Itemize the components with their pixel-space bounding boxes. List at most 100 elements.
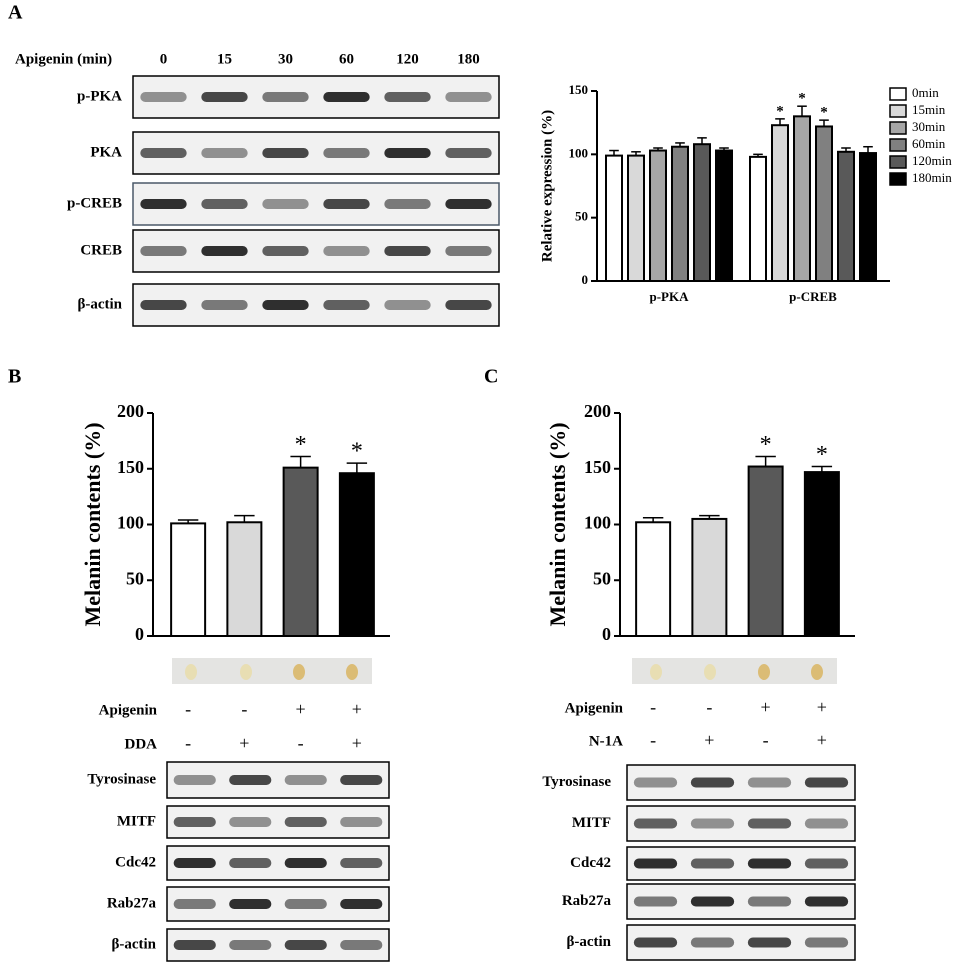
bar [649, 149, 667, 282]
condition-label: N-1A [589, 733, 623, 749]
y-tick-label: 50 [126, 568, 144, 588]
y-tick-label: 50 [593, 568, 611, 588]
blot-band [201, 300, 248, 310]
blot-band [201, 92, 248, 102]
bar [749, 155, 767, 282]
blot-band [323, 92, 370, 102]
blot-band [229, 858, 272, 868]
panel-letter: C [484, 366, 498, 388]
x-tick-label: p-CREB [789, 289, 837, 304]
blot-band [262, 246, 309, 256]
annotation: * [798, 91, 806, 107]
legend-label: 30min [912, 119, 946, 134]
blot-row-label: Rab27a [562, 893, 612, 909]
blot-band [284, 940, 327, 950]
lane-label: 180 [457, 51, 480, 67]
blot-band [323, 148, 370, 158]
blot-band [173, 858, 216, 868]
condition-sign: - [185, 733, 191, 753]
blot-band [229, 775, 272, 785]
blot-band [747, 896, 792, 907]
y-tick-label: 100 [117, 513, 144, 533]
y-tick-label: 150 [569, 82, 589, 97]
blot-box [132, 283, 500, 327]
blot-band [201, 199, 248, 209]
y-tick-label: 0 [135, 624, 144, 644]
bar [226, 521, 263, 638]
blot-band [173, 817, 216, 827]
condition-sign: - [763, 730, 769, 750]
blot-band [747, 777, 792, 788]
blot-band [140, 92, 187, 102]
blot-band [804, 858, 849, 869]
bar [693, 143, 711, 282]
blot-band [262, 199, 309, 209]
blot-band [384, 246, 431, 256]
panel-letter: A [8, 2, 23, 24]
blot-band [284, 775, 327, 785]
y-tick-label: 100 [584, 513, 611, 533]
condition-sign: - [650, 730, 656, 750]
blot-row-label: MITF [572, 815, 611, 831]
legend-swatch [889, 87, 907, 101]
blot-band [340, 899, 383, 909]
bar [338, 472, 375, 637]
blot-band [340, 775, 383, 785]
condition-label: Apigenin [565, 700, 624, 716]
bar [282, 466, 319, 638]
blot-row-label: CREB [80, 242, 122, 258]
annotation: * [820, 105, 828, 121]
legend-label: 60min [912, 136, 946, 151]
blot-row-label: Tyrosinase [542, 774, 611, 790]
blot-band [804, 937, 849, 948]
blot-row-label: β-actin [111, 936, 156, 952]
lane-label: 0 [160, 51, 168, 67]
blot-band [690, 777, 735, 788]
blot-band [173, 899, 216, 909]
bar [837, 150, 855, 282]
blot-band [284, 899, 327, 909]
lane-label: 30 [278, 51, 293, 67]
blot-row-label: PKA [90, 144, 122, 160]
annotation: * [776, 103, 784, 119]
tube [704, 664, 716, 680]
annotation: * [351, 439, 363, 465]
blot-band [340, 940, 383, 950]
y-tick-label: 0 [602, 624, 611, 644]
blot-band [140, 246, 187, 256]
legend-swatch [889, 104, 907, 118]
legend-swatch [889, 155, 907, 169]
blot-band [445, 199, 492, 209]
blot-band [229, 940, 272, 950]
blot-row-label: Cdc42 [570, 855, 611, 871]
y-axis-label: Relative expression (%) [539, 110, 555, 262]
bar [635, 521, 672, 638]
condition-sign: + [761, 697, 771, 717]
condition-label: DDA [125, 736, 158, 752]
tube-image [172, 658, 837, 684]
blot-row-label: β-actin [566, 934, 611, 950]
blot-band [340, 817, 383, 827]
blot-box [132, 229, 500, 273]
blot-band [140, 300, 187, 310]
x-tick-label: p-PKA [650, 289, 690, 304]
annotation: * [760, 432, 772, 458]
blot-band [804, 777, 849, 788]
y-axis-label: Melanin contents (%) [545, 422, 570, 626]
blot-band [747, 858, 792, 869]
legend-label: 180min [912, 170, 952, 185]
lane-label: 120 [396, 51, 419, 67]
condition-sign: + [296, 699, 306, 719]
blot-band [284, 858, 327, 868]
blot-row-label: Cdc42 [115, 854, 156, 870]
blot-band [633, 937, 678, 948]
y-tick-label: 150 [117, 457, 144, 477]
tube [346, 664, 358, 680]
annotation: * [816, 442, 828, 468]
bar [671, 145, 689, 282]
condition-sign: + [239, 733, 249, 753]
condition-sign: - [706, 697, 712, 717]
bar [859, 152, 877, 282]
blot-band [201, 246, 248, 256]
